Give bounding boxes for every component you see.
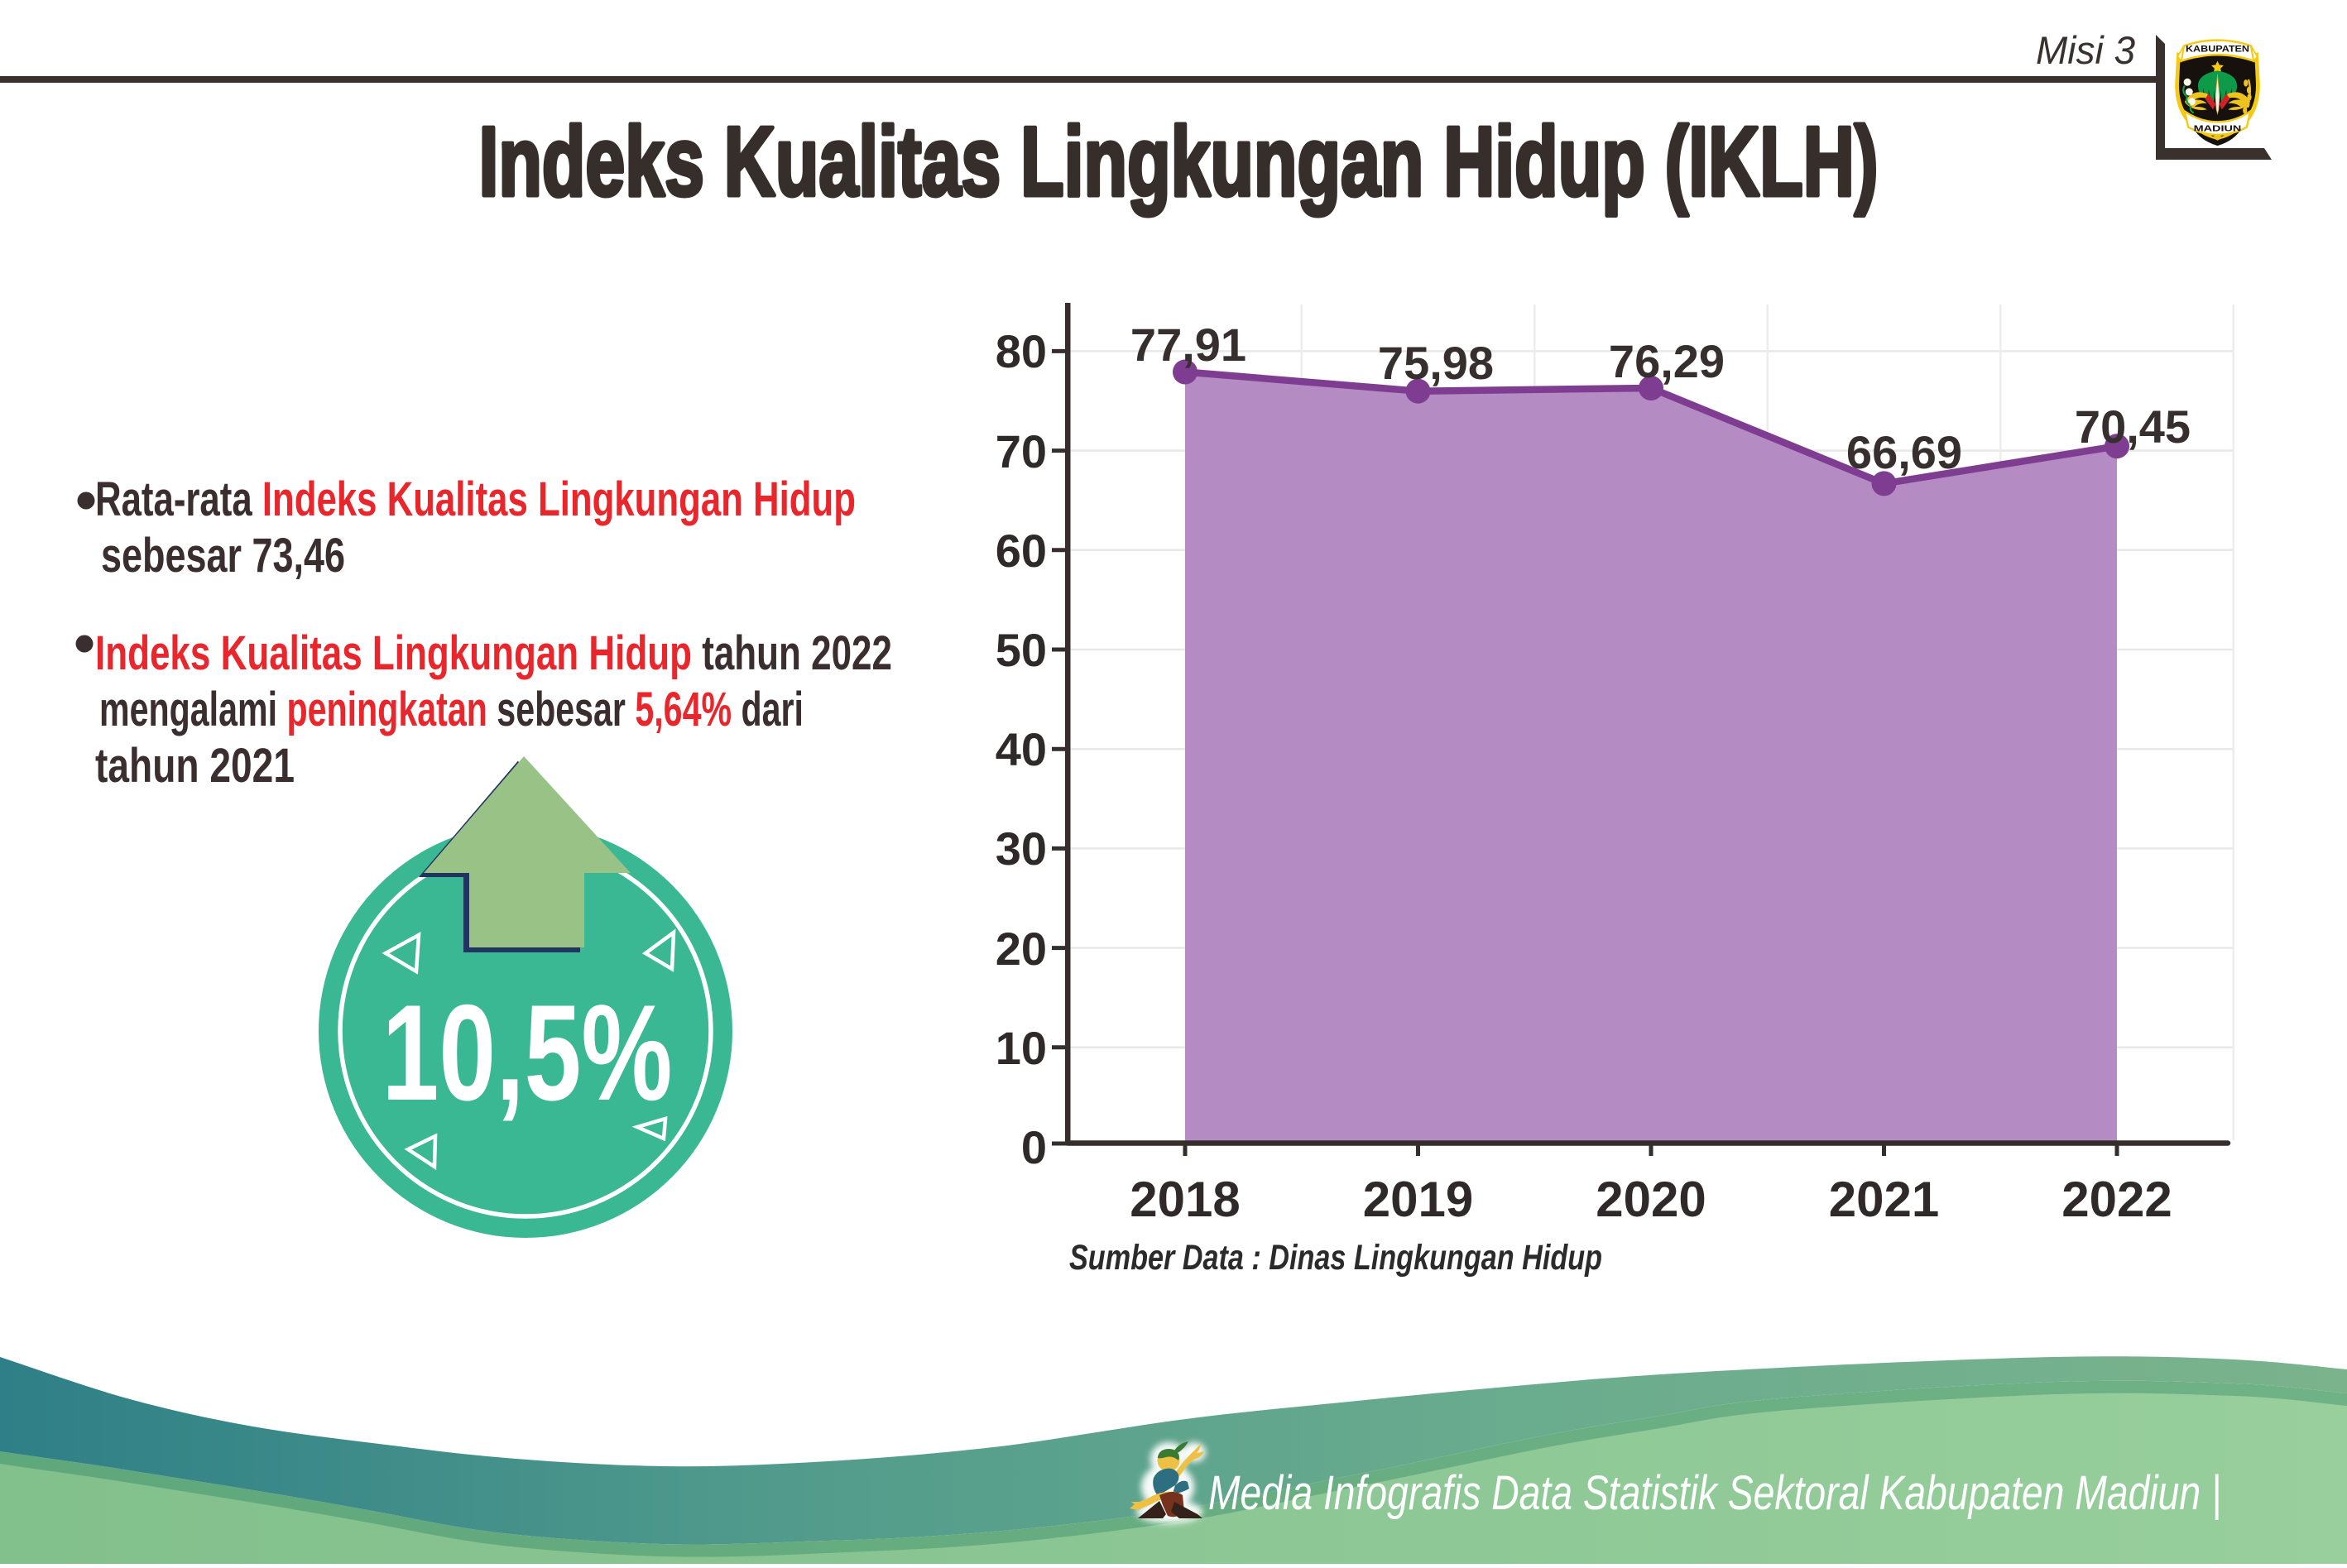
svg-text:50: 50 [996,624,1047,676]
svg-text:2021: 2021 [1829,1172,1939,1227]
svg-text:70,45: 70,45 [2075,400,2191,453]
svg-text:mengalami peningkatan sebesar: mengalami peningkatan sebesar 5,64% dari [99,683,804,736]
svg-text:tahun 2021: tahun 2021 [95,739,295,793]
svg-text:76,29: 76,29 [1609,335,1725,387]
svg-text:77,91: 77,91 [1130,319,1246,371]
svg-text:60: 60 [996,525,1047,577]
svg-text:MADIUN: MADIUN [2194,125,2242,134]
svg-text:Sumber Data : Dinas Lingkungan: Sumber Data : Dinas Lingkungan Hidup [1069,1238,1602,1278]
svg-text:Media Infografis Data Statisti: Media Infografis Data Statistik Sektoral… [1208,1466,2221,1520]
svg-text:70: 70 [996,425,1047,477]
svg-text:0: 0 [1021,1121,1047,1173]
svg-text:80: 80 [996,325,1047,377]
svg-text:KABUPATEN: KABUPATEN [2186,45,2249,55]
svg-text:sebesar 73,46: sebesar 73,46 [101,529,345,583]
svg-text:66,69: 66,69 [1846,426,1962,478]
svg-text:2020: 2020 [1596,1172,1706,1227]
svg-text:20: 20 [996,923,1047,975]
svg-text:Misi 3: Misi 3 [2036,28,2135,72]
svg-text:10,5%: 10,5% [382,976,673,1129]
svg-text:10: 10 [996,1022,1047,1074]
svg-text:Rata-rata Indeks Kualitas Ling: Rata-rata Indeks Kualitas Lingkungan Hid… [95,472,856,526]
svg-text:2022: 2022 [2061,1172,2172,1227]
svg-text:30: 30 [996,822,1047,875]
svg-text:2019: 2019 [1363,1172,1473,1227]
svg-text:Indeks Kualitas Lingkungan Hid: Indeks Kualitas Lingkungan Hidup tahun 2… [95,626,892,680]
svg-text:2018: 2018 [1130,1172,1240,1227]
svg-text:40: 40 [996,723,1047,775]
svg-text:Indeks Kualitas Lingkungan Hid: Indeks Kualitas Lingkungan Hidup (IKLH) [479,107,1879,217]
svg-text:75,98: 75,98 [1378,337,1494,389]
